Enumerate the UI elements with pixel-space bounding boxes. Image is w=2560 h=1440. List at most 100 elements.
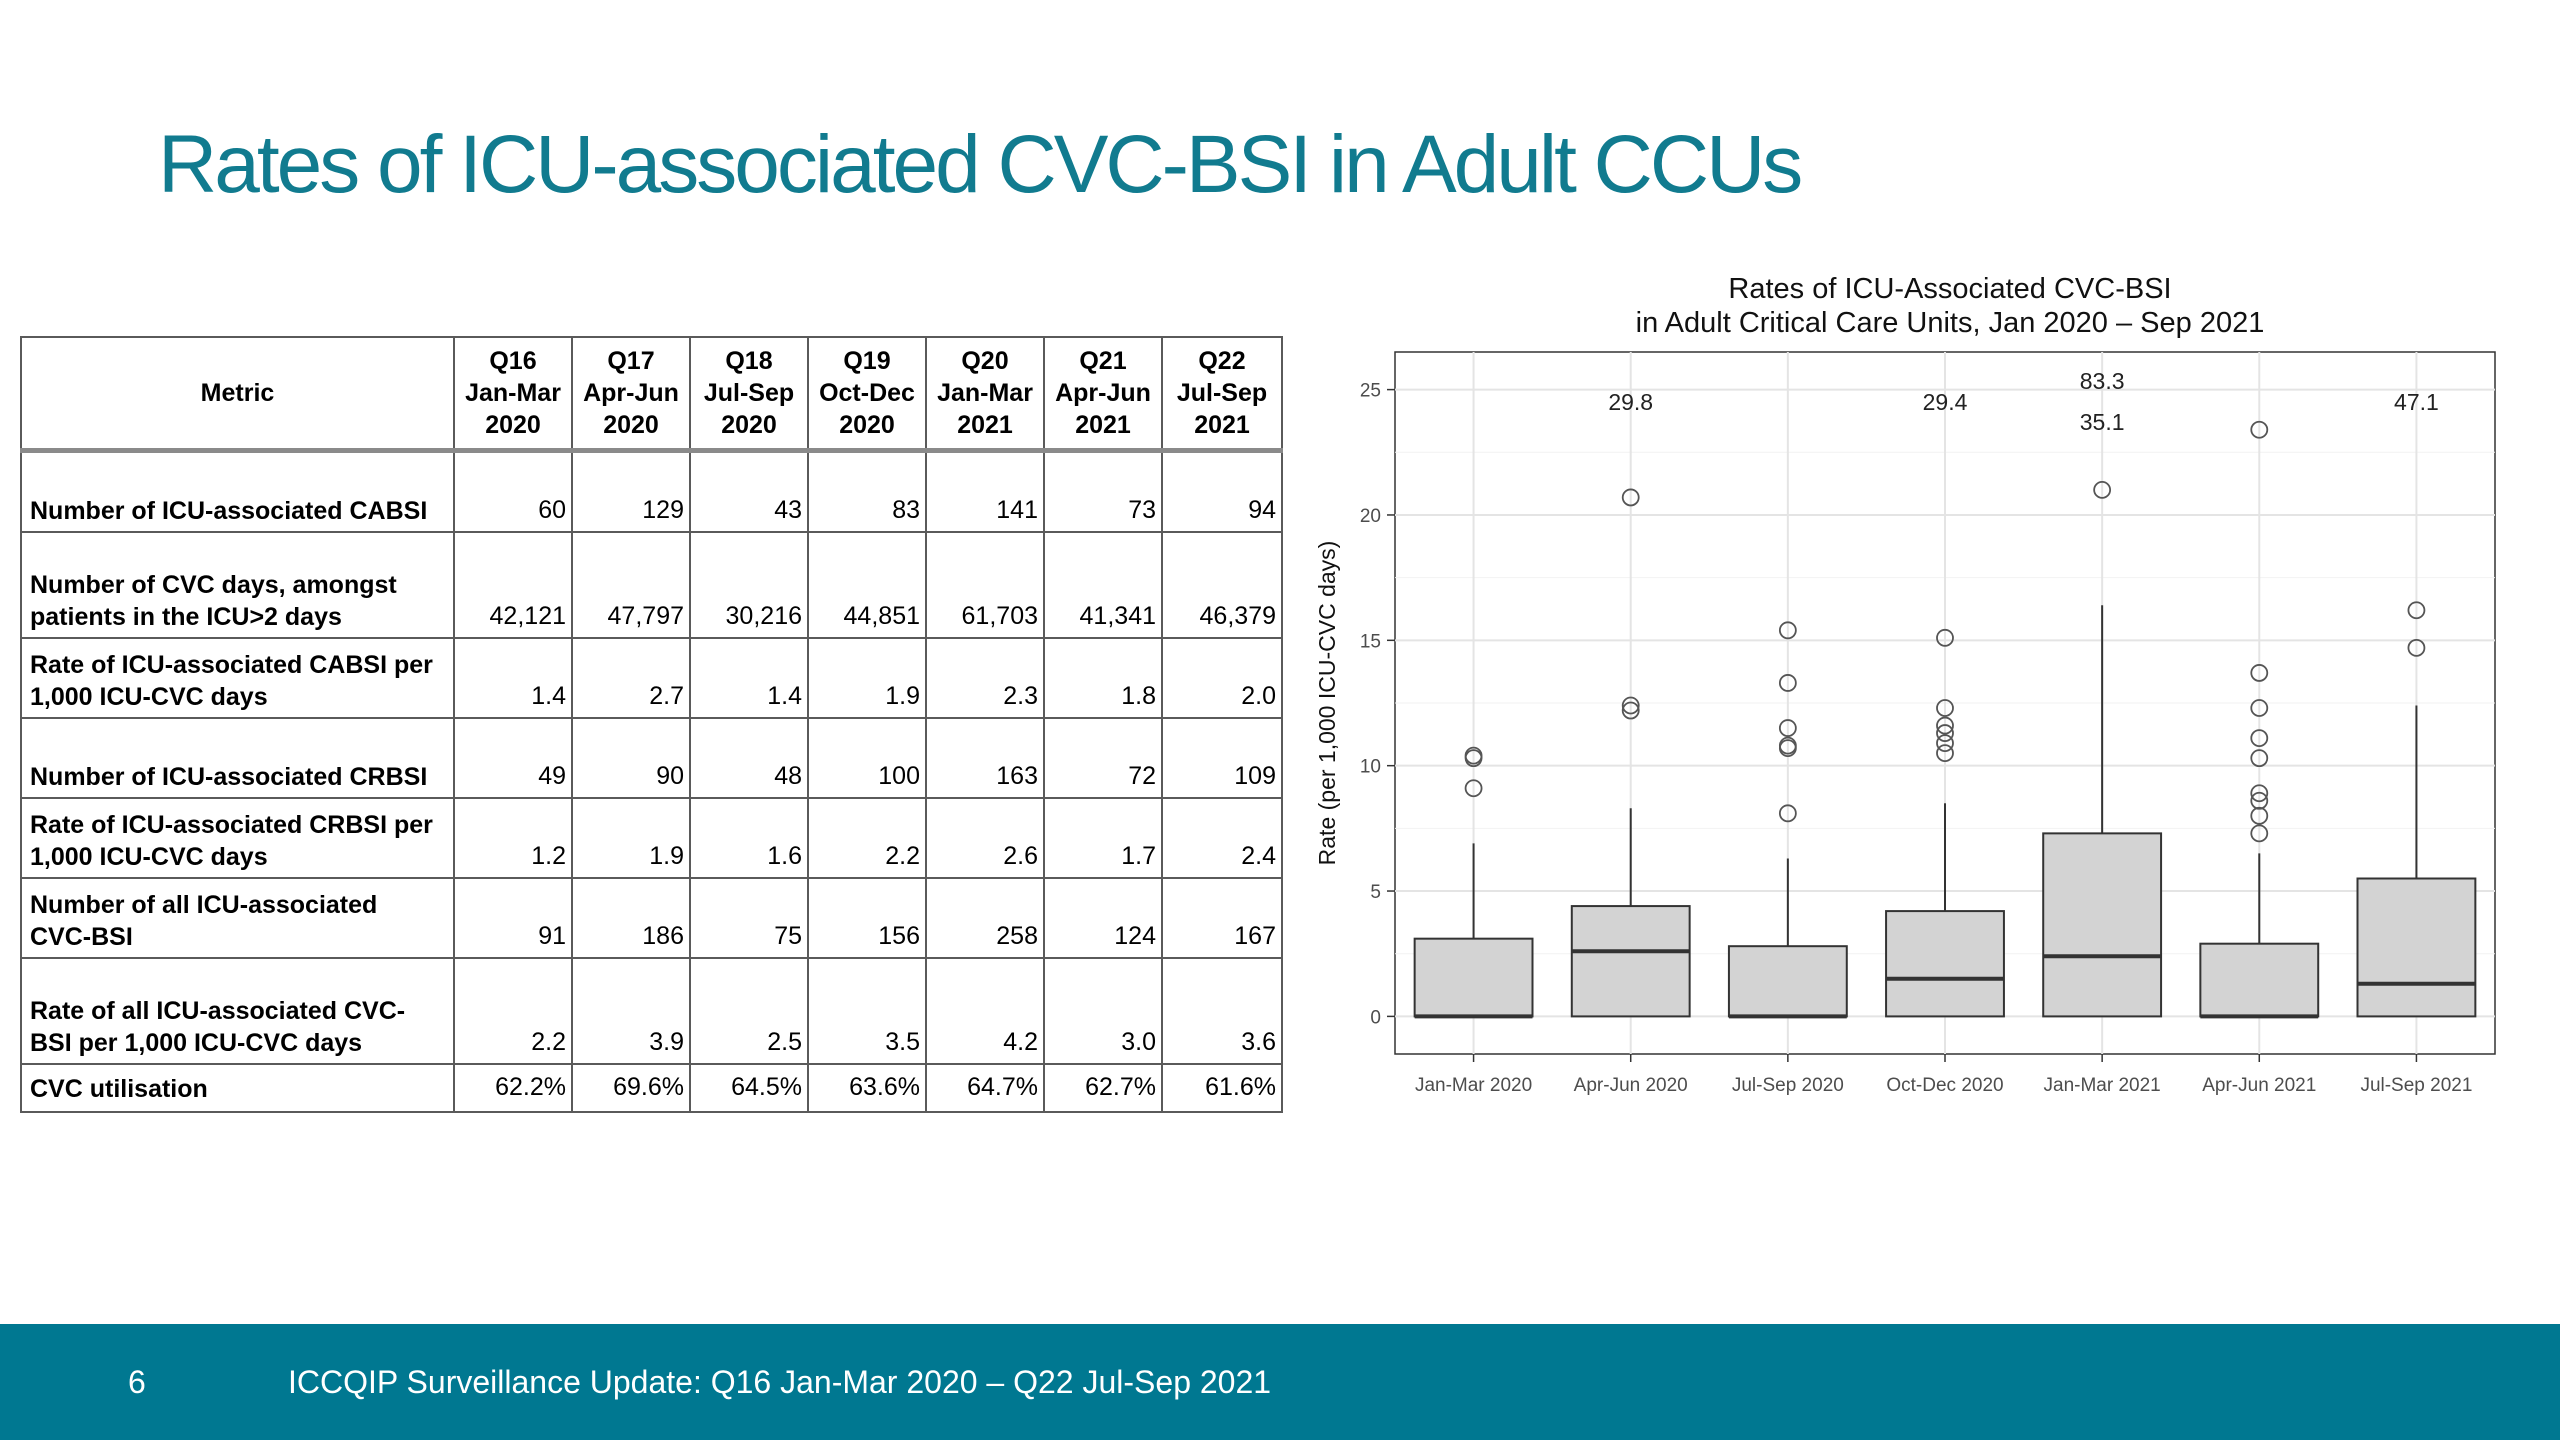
table-cell: 48 xyxy=(689,717,809,799)
off-scale-label: 29.8 xyxy=(1608,389,1653,415)
quarter-header: Q16 Jan-Mar 2020 xyxy=(453,336,573,453)
outlier-point xyxy=(2250,791,2269,810)
table-cell: 1.9 xyxy=(571,797,691,879)
table-cell: 124 xyxy=(1043,877,1163,959)
outlier-point xyxy=(2250,824,2269,843)
table-cell: 1.4 xyxy=(689,637,809,719)
table-cell: 83 xyxy=(807,449,927,533)
outlier-point xyxy=(1936,699,1954,717)
outlier-point xyxy=(1621,701,1640,720)
table-cell: 163 xyxy=(925,717,1045,799)
boxplot-chart: 0 5 10 15 20 25 Jan-Mar 2020 Apr-Jun 2020 Jul-Se… xyxy=(1314,351,2496,1096)
table-cell: 30,216 xyxy=(689,531,809,639)
outlier-point xyxy=(2250,699,2269,717)
table-cell: 2.3 xyxy=(925,637,1045,719)
table-cell: 41,341 xyxy=(1043,531,1163,639)
outlier-point xyxy=(1464,779,1483,798)
y-tick-label: 15 xyxy=(1360,631,1381,652)
x-tick-label: Jul-Sep 2021 xyxy=(2360,1075,2472,1096)
metrics-table: Metric Q16 Jan-Mar 2020 Q17 Apr-Jun 2020 Q18… xyxy=(20,336,1283,1113)
y-tick-label: 0 xyxy=(1370,1007,1381,1028)
table-cell: 43 xyxy=(689,449,809,533)
table-cell: 4.2 xyxy=(925,957,1045,1065)
metric-label: Number of ICU-associated CABSI xyxy=(20,449,455,533)
outlier-point xyxy=(1936,716,1954,735)
metric-label: Number of ICU-associated CRBSI xyxy=(20,717,455,799)
y-tick-label: 25 xyxy=(1360,381,1381,402)
quarter-header: Q17 Apr-Jun 2020 xyxy=(571,336,691,453)
table-cell: 1.6 xyxy=(689,797,809,879)
metric-label: CVC utilisation xyxy=(20,1063,455,1113)
outlier-point xyxy=(1621,696,1640,715)
table-cell: 91 xyxy=(453,877,573,959)
table-cell: 64.7% xyxy=(925,1063,1045,1113)
box xyxy=(1570,905,1691,1018)
outlier-point xyxy=(1778,674,1797,692)
off-scale-label: 35.1 xyxy=(2080,409,2125,435)
table-header-row: Metric Q16 Jan-Mar 2020 Q17 Apr-Jun 2020 Q18… xyxy=(20,336,1283,453)
outlier-point xyxy=(1621,488,1640,507)
outlier-point xyxy=(1936,744,1954,763)
metric-label: Rate of ICU-associated CRBSI per 1,000 I… xyxy=(20,797,455,879)
chart-title-line1: Rates of ICU-Associated CVC-BSI xyxy=(1728,273,2172,305)
table-cell: 73 xyxy=(1043,449,1163,533)
table-row: CVC utilisation 62.2% 69.6% 64.5% 63.6% 64.7%… xyxy=(20,1063,1283,1113)
table-cell: 2.0 xyxy=(1161,637,1283,719)
metric-label: Rate of all ICU-associated CVC-BSI per 1… xyxy=(20,957,455,1065)
table-cell: 64.5% xyxy=(689,1063,809,1113)
table-cell: 3.0 xyxy=(1043,957,1163,1065)
table-cell: 75 xyxy=(689,877,809,959)
box xyxy=(1413,937,1534,1018)
box xyxy=(2042,832,2163,1018)
quarter-header: Q22 Jul-Sep 2021 xyxy=(1161,336,1283,453)
quarter-header: Q21 Apr-Jun 2021 xyxy=(1043,336,1163,453)
x-tick-label: Apr-Jun 2020 xyxy=(1574,1075,1688,1096)
quarter-header: Q19 Oct-Dec 2020 xyxy=(807,336,927,453)
table-cell: 46,379 xyxy=(1161,531,1283,639)
footer-text: ICCQIP Surveillance Update: Q16 Jan-Mar … xyxy=(288,1364,1272,1400)
table-cell: 109 xyxy=(1161,717,1283,799)
off-scale-label: 83.3 xyxy=(2080,368,2125,394)
table-cell: 167 xyxy=(1161,877,1283,959)
metric-label: Number of CVC days, amongst patients in … xyxy=(20,531,455,639)
quarter-header: Q20 Jan-Mar 2021 xyxy=(925,336,1045,453)
table-cell: 2.5 xyxy=(689,957,809,1065)
table-cell: 90 xyxy=(571,717,691,799)
table-cell: 63.6% xyxy=(807,1063,927,1113)
table-cell: 61,703 xyxy=(925,531,1045,639)
table-cell: 62.2% xyxy=(453,1063,573,1113)
x-tick-label: Jan-Mar 2020 xyxy=(1415,1075,1532,1096)
table-cell: 1.4 xyxy=(453,637,573,719)
table-cell: 94 xyxy=(1161,449,1283,533)
table-cell: 100 xyxy=(807,717,927,799)
table-cell: 49 xyxy=(453,717,573,799)
table-cell: 1.9 xyxy=(807,637,927,719)
outlier-point xyxy=(1464,746,1483,765)
table-cell: 2.7 xyxy=(571,637,691,719)
outlier-point xyxy=(2250,784,2269,803)
outlier-point xyxy=(2250,749,2269,768)
table-row: Number of ICU-associated CRBSI 49 90 48 100 1… xyxy=(20,717,1283,799)
outlier-point xyxy=(2250,420,2269,439)
table-cell: 1.8 xyxy=(1043,637,1163,719)
chart-title-line2: in Adult Critical Care Units, Jan 2020 –… xyxy=(1635,307,2265,339)
table-cell: 2.2 xyxy=(453,957,573,1065)
x-tick-label: Oct-Dec 2020 xyxy=(1886,1075,2003,1096)
table-cell: 44,851 xyxy=(807,531,927,639)
outlier-point xyxy=(1778,804,1797,823)
slide-title: Rates of ICU-associated CVC-BSI in Adult… xyxy=(158,119,1803,210)
outlier-point xyxy=(1936,724,1954,742)
outlier-point xyxy=(2250,664,2269,682)
table-cell: 69.6% xyxy=(571,1063,691,1113)
table-row: Number of CVC days, amongst patients in … xyxy=(20,531,1283,639)
table-row: Rate of ICU-associated CRBSI per 1,000 I… xyxy=(20,797,1283,879)
footer-bar: 6 ICCQIP Surveillance Update: Q16 Jan-Ma… xyxy=(0,1324,2560,1440)
table-cell: 186 xyxy=(571,877,691,959)
table-cell: 2.6 xyxy=(925,797,1045,879)
x-tick-label: Apr-Jun 2021 xyxy=(2202,1075,2316,1096)
metric-label: Number of all ICU-associated CVC-BSI xyxy=(20,877,455,959)
table-cell: 72 xyxy=(1043,717,1163,799)
outlier-point xyxy=(1778,736,1797,755)
table-cell: 1.2 xyxy=(453,797,573,879)
y-tick-label: 10 xyxy=(1360,757,1381,778)
